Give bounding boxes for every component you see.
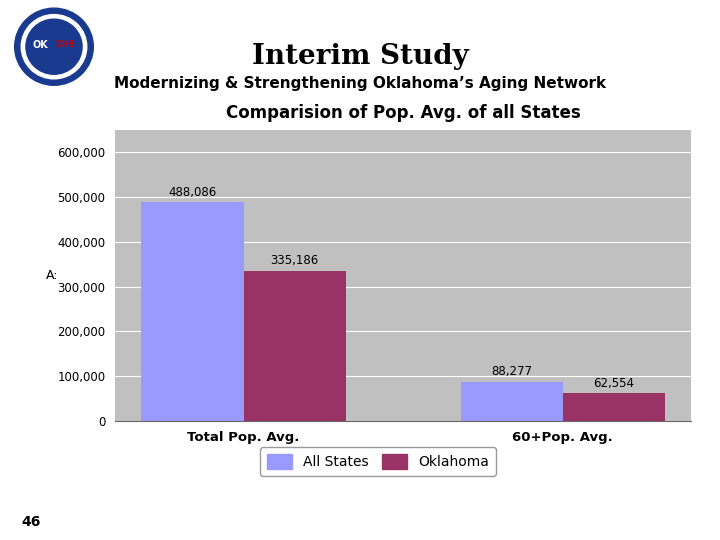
Text: 488,086: 488,086 (168, 186, 217, 199)
Y-axis label: A:: A: (45, 269, 58, 282)
Bar (563, 393, 665, 421)
Circle shape (14, 8, 94, 85)
Title: Comparision of Pop. Avg. of all States: Comparision of Pop. Avg. of all States (226, 104, 580, 123)
Circle shape (22, 15, 87, 79)
Text: 88,277: 88,277 (491, 365, 532, 378)
Text: DHS: DHS (55, 40, 75, 49)
Legend: All States, Oklahoma: All States, Oklahoma (260, 447, 496, 476)
Text: Modernizing & Strengthening Oklahoma’s Aging Network: Modernizing & Strengthening Oklahoma’s A… (114, 76, 606, 91)
Text: Interim Study: Interim Study (251, 43, 469, 70)
Bar (243, 271, 346, 421)
Text: 335,186: 335,186 (271, 254, 319, 267)
Text: 46: 46 (22, 515, 41, 529)
Text: OK: OK (32, 40, 48, 50)
Circle shape (26, 19, 82, 74)
Bar (461, 382, 563, 421)
Text: 62,554: 62,554 (593, 376, 634, 389)
Bar (141, 202, 243, 421)
